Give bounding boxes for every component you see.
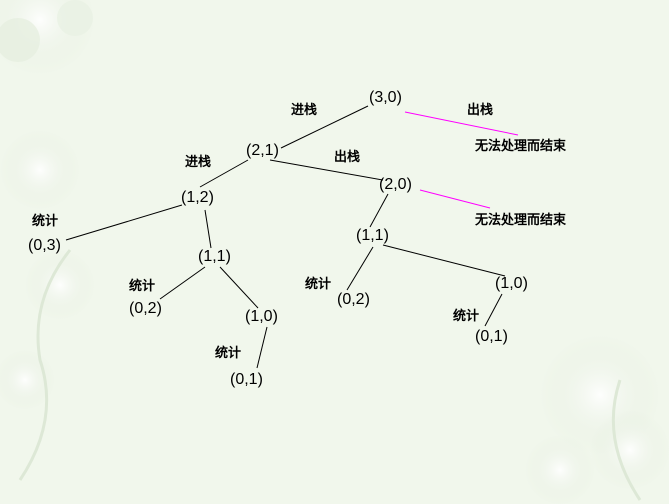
node-0-2-right: (0,2) — [337, 291, 370, 308]
node-0-2-left: (0,2) — [129, 300, 162, 317]
node-2-1: (2,1) — [246, 142, 279, 159]
label-pop-top: 出栈 — [467, 103, 494, 118]
label-count-0-3: 统计 — [32, 214, 59, 229]
label-terminate-mid: 无法处理而结束 — [475, 213, 567, 228]
edge-11a-02a — [159, 266, 206, 300]
node-3-0: (3,0) — [369, 89, 402, 106]
edge-11b-02b — [346, 246, 374, 291]
node-2-0: (2,0) — [379, 176, 412, 193]
label-count-0-1-right: 统计 — [453, 309, 480, 324]
label-count-0-1-left: 统计 — [215, 346, 242, 361]
node-1-0-left: (1,0) — [245, 308, 278, 325]
node-1-1-left: (1,1) — [198, 248, 231, 265]
label-push-left: 进栈 — [185, 155, 212, 170]
edge-21-12 — [199, 159, 249, 188]
label-pop-mid: 出栈 — [334, 150, 361, 165]
node-0-1-left: (0,1) — [230, 371, 263, 388]
edge-20-11b — [369, 193, 389, 228]
label-count-0-2-right: 统计 — [305, 277, 332, 292]
edge-11b-10b — [382, 244, 506, 277]
edge-10b-01b — [484, 293, 503, 327]
edge-11a-10a — [219, 266, 259, 309]
node-1-1-right: (1,1) — [356, 227, 389, 244]
edge-30-21 — [280, 105, 369, 149]
edge-10a-01a — [256, 326, 268, 369]
node-1-0-right: (1,0) — [495, 275, 528, 292]
edge-30-terminate — [404, 111, 519, 136]
node-0-1-right: (0,1) — [475, 328, 508, 345]
edge-20-terminate — [419, 189, 491, 209]
label-push-top: 进栈 — [291, 103, 318, 118]
node-0-3: (0,3) — [28, 237, 61, 254]
label-terminate-top: 无法处理而结束 — [475, 139, 567, 154]
node-1-2: (1,2) — [181, 189, 214, 206]
edge-21-20 — [269, 159, 384, 181]
edge-12-11a — [204, 209, 212, 249]
label-count-0-2-left: 统计 — [129, 279, 156, 294]
edge-12-03 — [65, 204, 183, 241]
